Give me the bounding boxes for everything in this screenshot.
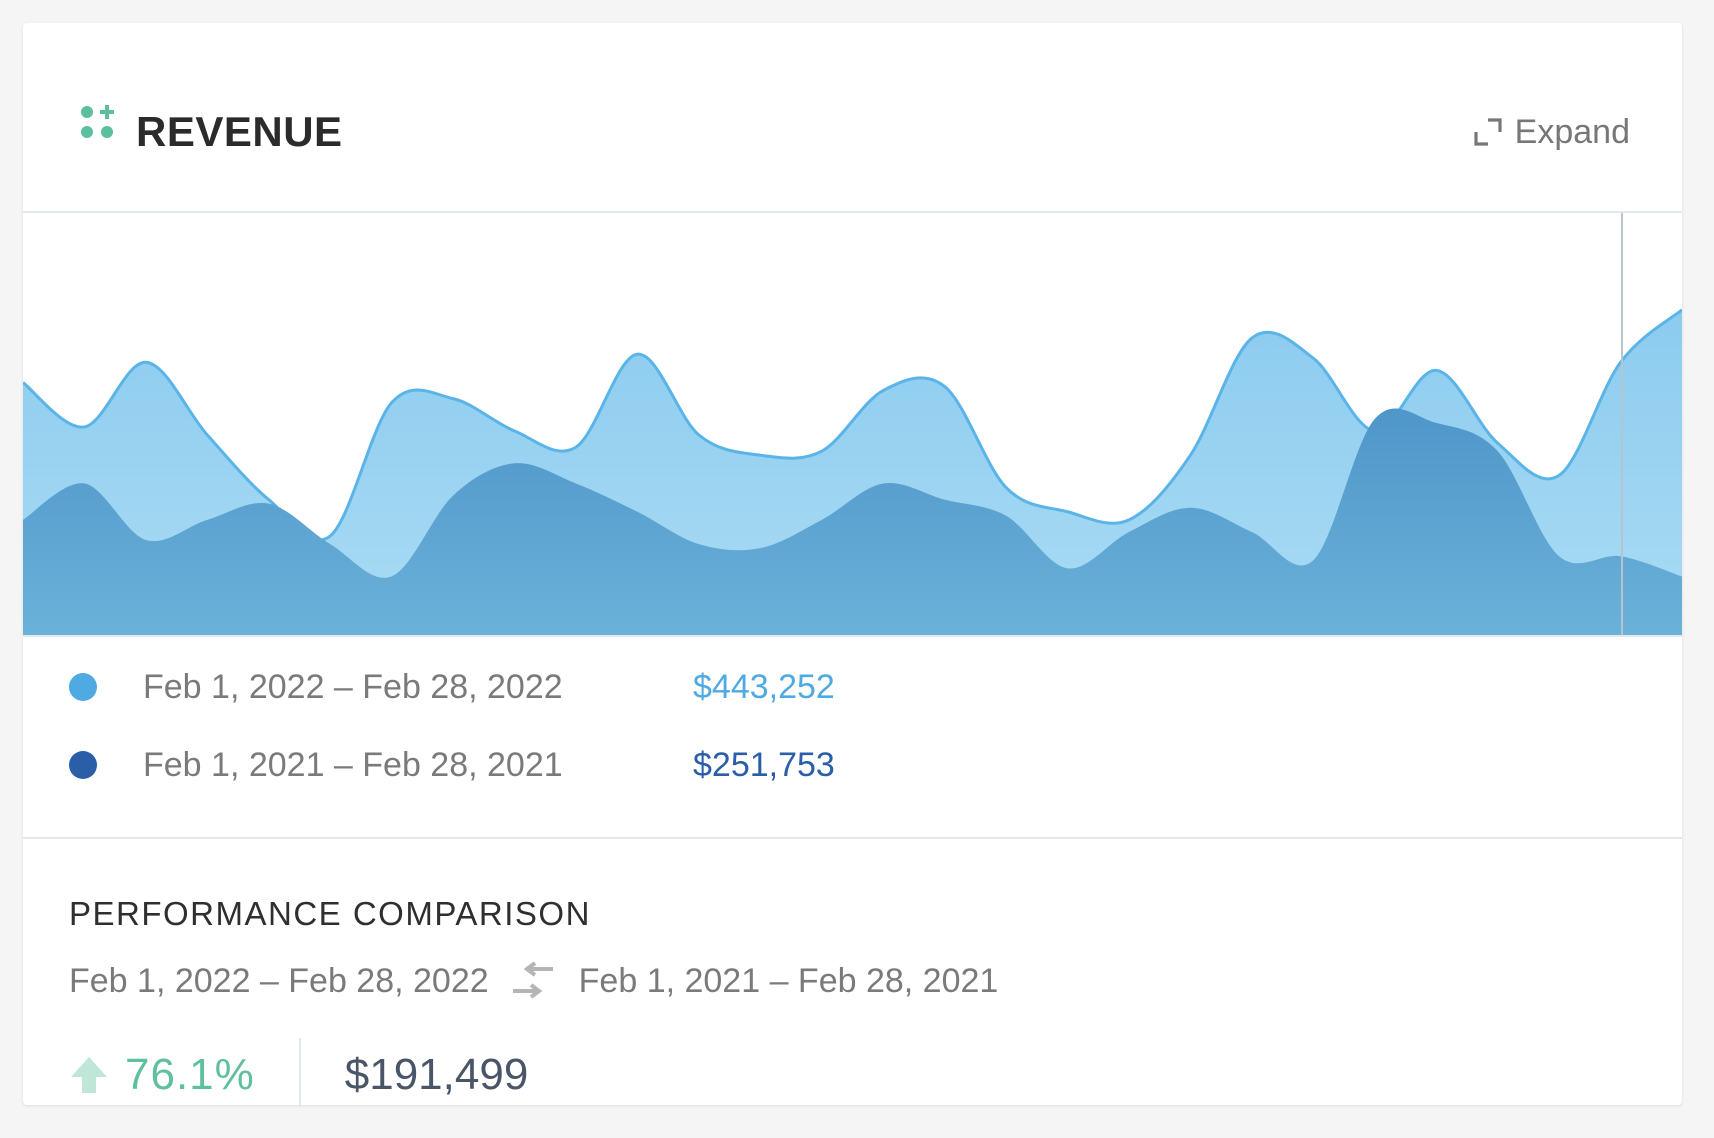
legend-label-2021: Feb 1, 2021 – Feb 28, 2021 [143,745,563,784]
card-title: REVENUE [136,108,343,155]
comparison-ranges: Feb 1, 2022 – Feb 28, 2022 Feb 1, 2021 –… [69,959,998,1003]
legend-item-2021[interactable]: Feb 1, 2021 – Feb 28, 2021 $251,753 [69,745,835,785]
legend-label-2022: Feb 1, 2022 – Feb 28, 2022 [143,667,563,706]
change-percent: 76.1% [125,1050,255,1099]
revenue-difference: $191,499 [344,1050,529,1099]
stats-divider [298,1038,301,1105]
expand-label: Expand [1514,113,1630,151]
legend-dot-2022 [69,673,97,701]
legend-dot-2021 [69,751,97,779]
card-header: REVENUE Expand [23,23,1682,213]
legend-value-2021: $251,753 [693,745,835,784]
swap-arrows-icon [512,961,553,999]
performance-comparison: PERFORMANCE COMPARISON Feb 1, 2022 – Feb… [23,839,1682,1105]
chart-legend: Feb 1, 2022 – Feb 28, 2022 $443,252 Feb … [23,637,1682,839]
series-area-2021 [23,408,1682,637]
expand-button[interactable]: Expand [1473,115,1630,149]
current-range: Feb 1, 2022 – Feb 28, 2022 [69,961,489,1000]
comparison-stats: 76.1% $191,499 [69,1035,528,1105]
previous-range: Feb 1, 2021 – Feb 28, 2021 [578,961,999,1000]
arrow-up-icon [71,1057,107,1093]
revenue-area-chart[interactable] [23,213,1682,637]
revenue-card: REVENUE Expand [23,23,1682,1105]
legend-value-2022: $443,252 [693,667,835,706]
performance-title: PERFORMANCE COMPARISON [69,895,591,932]
expand-icon [1474,118,1502,146]
legend-item-2022[interactable]: Feb 1, 2022 – Feb 28, 2022 $443,252 [69,667,835,707]
apps-plus-icon [81,105,114,138]
